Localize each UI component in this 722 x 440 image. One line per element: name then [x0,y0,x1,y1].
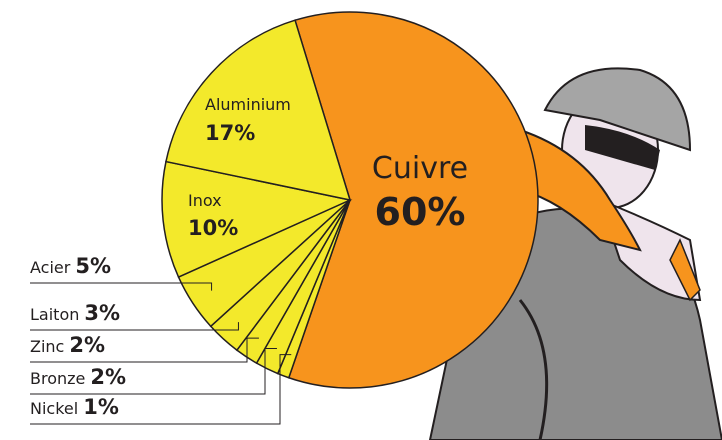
slice-name: Zinc [30,337,64,356]
pie-slice [165,19,352,201]
slice-percent: 1% [83,395,119,419]
slice-name: Bronze [30,369,85,388]
slice-name: Acier [30,258,71,277]
slice-percent: 2% [69,333,105,357]
slice-percent: 5% [75,254,111,278]
slice-name: Aluminium [205,95,291,114]
slice-percent: 60% [375,190,466,234]
leader-line [30,354,292,425]
slice-name: Laiton [30,305,79,324]
leader-line [30,337,259,363]
slice-percent: 2% [90,365,126,389]
pie-slice [287,11,539,389]
pie [161,11,539,389]
slice-percent: 17% [205,121,255,145]
slice-name: Inox [188,191,222,210]
leader-line [30,322,239,331]
slice-percent: 3% [84,301,120,325]
slice-name: Cuivre [372,151,468,186]
slice-name: Nickel [30,399,78,418]
leader-line [30,282,213,291]
leader-line [30,347,277,395]
slice-percent: 10% [188,216,238,240]
